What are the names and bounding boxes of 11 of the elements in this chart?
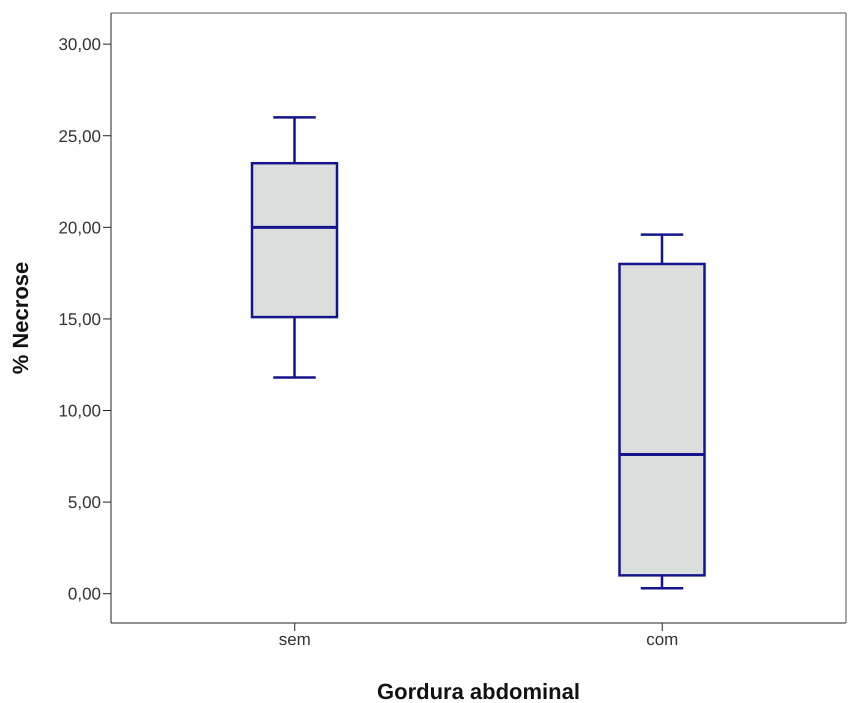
y-tick-label: 5,00 bbox=[68, 493, 101, 512]
y-tick-label: 10,00 bbox=[58, 402, 101, 421]
x-tick-label: com bbox=[646, 630, 678, 650]
x-axis-title: Gordura abdominal bbox=[377, 679, 580, 703]
y-tick-label: 30,00 bbox=[58, 35, 101, 54]
y-tick-label: 25,00 bbox=[58, 126, 101, 146]
y-tick-label: 0,00 bbox=[68, 584, 101, 604]
y-tick-label: 20,00 bbox=[58, 218, 101, 238]
x-tick-label: sem bbox=[278, 630, 311, 650]
y-axis-title: % Necrose bbox=[8, 262, 33, 374]
y-tick-label: 15,00 bbox=[58, 310, 101, 329]
